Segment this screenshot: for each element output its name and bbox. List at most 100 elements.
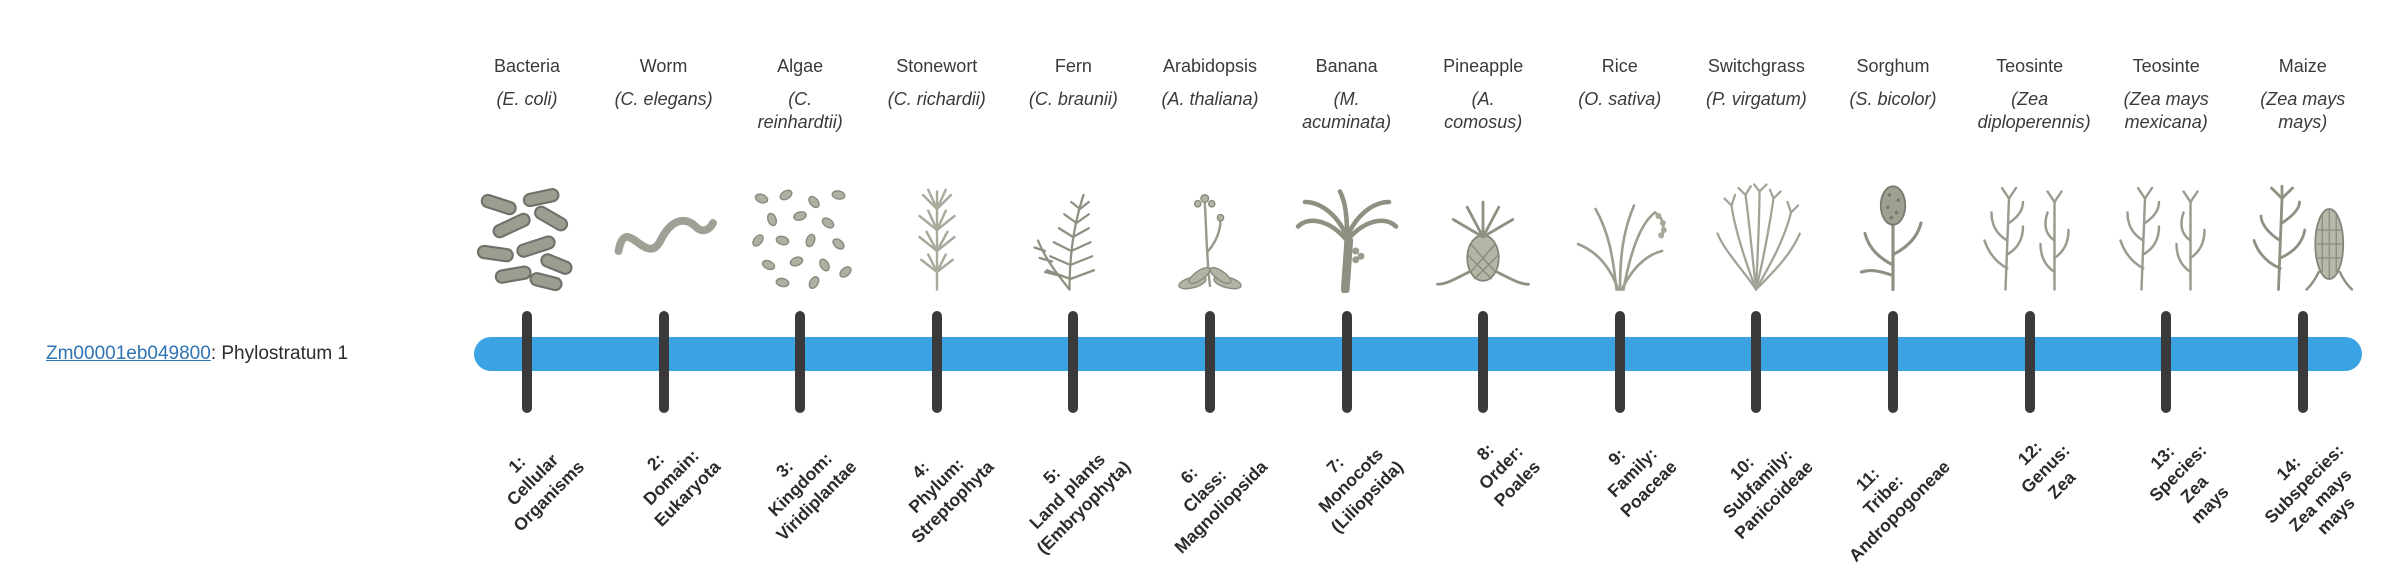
tick-mark [1341, 311, 1352, 413]
taxon-name: Banana [1315, 56, 1378, 76]
taxon-scientific-name: (P. virgatum) [1706, 89, 1807, 109]
stonewort-icon [862, 168, 1012, 296]
worm-icon [589, 168, 739, 296]
taxon-column: Arabidopsis (A. thaliana) 6: Class: Magn… [1135, 0, 1285, 580]
fern-icon [998, 168, 1148, 296]
taxon-name: Teosinte [1996, 56, 2064, 76]
organism-illustration [744, 178, 856, 296]
organism-illustration [1427, 178, 1539, 296]
taxon-name: Maize [2278, 56, 2327, 76]
tick-mark [1205, 311, 1215, 413]
taxon-scientific-name: (E. coli) [496, 89, 558, 109]
organism-illustration [1154, 178, 1266, 296]
taxon-column: Switchgrass (P. virgatum) 10: Subfamily:… [1681, 0, 1831, 580]
taxon-column: Stonewort (C. richardii) 4: Phylum: Stre… [862, 0, 1012, 580]
stratum-label: 4: Phylum: Streptophyta [904, 454, 998, 547]
taxon-name: Switchgrass [1707, 56, 1805, 76]
tick-mark [2024, 311, 2035, 413]
teosinte-icon [2091, 168, 2241, 296]
taxon-column: Banana (M. acuminata) 7: Monocots (Lilio… [1272, 0, 1422, 580]
taxon-column: Bacteria (E. coli) 1: Cellular Organisms [452, 0, 602, 580]
organism-illustration [608, 178, 720, 296]
bacteria-icon [452, 168, 602, 296]
taxon-name: Pineapple [1443, 56, 1524, 76]
arabidopsis-icon [1135, 168, 1285, 296]
taxon-scientific-name: (C. elegans) [614, 89, 713, 109]
organism-illustration [881, 178, 993, 296]
taxon-column: Worm (C. elegans) 2: Domain: Eukaryota [589, 0, 739, 580]
tick-mark [522, 311, 532, 413]
taxon-scientific-name: (C. richardii) [887, 89, 986, 109]
banana-icon [1272, 168, 1422, 296]
taxon-scientific-name: (C. braunii) [1028, 89, 1118, 109]
tick-mark [1478, 311, 1489, 413]
switchgrass-icon [1681, 168, 1831, 296]
taxon-name: Algae [777, 56, 824, 76]
organism-illustration [1291, 178, 1403, 296]
organism-illustration [1837, 178, 1949, 296]
organism-illustration [1974, 178, 2086, 296]
tick-mark [1888, 311, 1898, 413]
taxon-scientific-name: (A. comosus) [1444, 89, 1523, 133]
organism-illustration [1017, 178, 1129, 296]
stratum-label: 1: Cellular Organisms [502, 450, 588, 536]
stratum-label: 11: Tribe: Andropogoneae [1844, 456, 1954, 566]
sorghum-icon [1818, 168, 1968, 296]
taxon-column: Maize (Zea mays mays) 14: Subspecies: Ze… [2228, 0, 2378, 580]
tick-mark [795, 311, 806, 413]
stratum-label: 10: Subfamily: Panicoideae [1719, 445, 1817, 543]
tick-mark [2161, 311, 2172, 413]
tick-mark [2297, 311, 2308, 413]
phylostratum-bar [474, 337, 2362, 371]
taxon-scientific-name: (A. thaliana) [1161, 89, 1259, 109]
taxon-column: Teosinte (Zea diploperennis) 12: Genus: … [1955, 0, 2105, 580]
stratum-label: 3: Kingdom: Viridiplantae [764, 448, 861, 545]
taxon-column: Pineapple (A. comosus) 8: Order: Poales [1408, 0, 1558, 580]
taxon-column: Algae (C. reinhardtii) 3: Kingdom: Virid… [725, 0, 875, 580]
stratum-label: 13: Species: Zea mays [2145, 440, 2233, 528]
stratum-label: 8: Order: Poales [1472, 439, 1544, 511]
taxon-name: Teosinte [2132, 56, 2200, 76]
taxon-column: Teosinte (Zea mays mexicana) 13: Species… [2091, 0, 2241, 580]
gene-label: Zm00001eb049800: Phylostratum 1 [46, 343, 348, 365]
rice-icon [1545, 168, 1695, 296]
taxon-name: Stonewort [896, 56, 978, 76]
stratum-label: 14: Subspecies: Zea mays mays [2260, 440, 2359, 539]
taxon-name: Rice [1601, 56, 1638, 76]
tick-mark [1614, 311, 1625, 413]
stratum-label: 12: Genus: Zea [2014, 437, 2080, 503]
stratum-label: 2: Domain: Eukaryota [639, 445, 725, 531]
taxon-name: Bacteria [493, 56, 561, 76]
gene-id-link[interactable]: Zm00001eb049800 [46, 343, 211, 364]
pineapple-icon [1408, 168, 1558, 296]
taxon-scientific-name: (Zea mays mays) [2260, 89, 2346, 133]
tick-mark [1068, 311, 1079, 413]
taxon-column: Fern (C. braunii) 5: Land plants (Embryo… [998, 0, 1148, 580]
tick-mark [1751, 311, 1762, 413]
taxon-name: Fern [1054, 56, 1092, 76]
taxon-name: Sorghum [1856, 56, 1930, 76]
taxon-scientific-name: (Zea mays mexicana) [2123, 89, 2209, 133]
taxon-column: Sorghum (S. bicolor) 11: Tribe: Andropog… [1818, 0, 1968, 580]
tick-mark [658, 311, 669, 413]
organism-illustration [1700, 178, 1812, 296]
taxon-scientific-name: (Zea diploperennis) [1977, 89, 2091, 133]
algae-icon [725, 168, 875, 296]
taxon-scientific-name: (C. reinhardtii) [757, 89, 843, 133]
taxon-column: Rice (O. sativa) 9: Family: Poaceae [1545, 0, 1695, 580]
organism-illustration [2247, 178, 2359, 296]
gene-stratum-text: : Phylostratum 1 [210, 343, 349, 364]
taxon-name: Worm [639, 56, 688, 76]
taxon-scientific-name: (S. bicolor) [1849, 89, 1937, 109]
organism-illustration [1564, 178, 1676, 296]
taxon-scientific-name: (O. sativa) [1578, 89, 1662, 109]
stratum-label: 9: Family: Poaceae [1603, 443, 1681, 521]
organism-illustration [2110, 178, 2222, 296]
tick-mark [931, 311, 942, 413]
taxon-scientific-name: (M. acuminata) [1302, 89, 1392, 133]
organism-illustration [471, 178, 583, 296]
stratum-label: 7: Monocots (Liliopsida) [1314, 444, 1408, 537]
stratum-label: 5: Land plants (Embryophyta) [1025, 449, 1134, 558]
teosinte-icon [1955, 168, 2105, 296]
maize-icon [2228, 168, 2378, 296]
